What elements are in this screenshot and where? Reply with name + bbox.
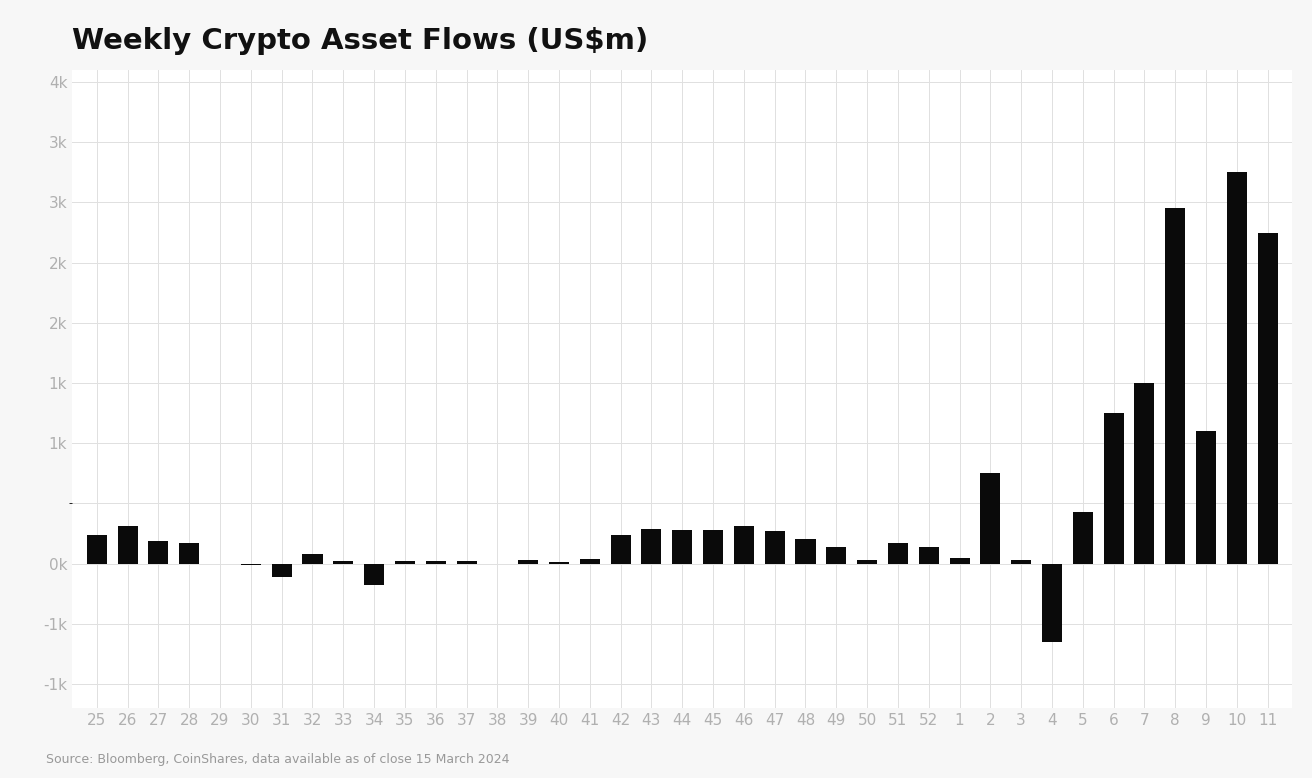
- Bar: [672, 530, 693, 563]
- Bar: [980, 473, 1000, 563]
- Bar: [1165, 209, 1185, 563]
- Bar: [118, 526, 138, 563]
- Bar: [1258, 233, 1278, 563]
- Bar: [918, 547, 939, 563]
- Bar: [642, 528, 661, 563]
- Bar: [333, 561, 353, 563]
- Bar: [1103, 413, 1123, 563]
- Bar: [365, 563, 384, 585]
- Bar: [303, 554, 323, 563]
- Bar: [241, 563, 261, 565]
- Bar: [272, 563, 291, 576]
- Bar: [1227, 173, 1246, 563]
- Bar: [518, 560, 538, 563]
- Text: Source: Bloomberg, CoinShares, data available as of close 15 March 2024: Source: Bloomberg, CoinShares, data avai…: [46, 753, 509, 766]
- Bar: [795, 539, 816, 563]
- Bar: [457, 561, 476, 563]
- Bar: [827, 547, 846, 563]
- Bar: [1042, 563, 1061, 642]
- Bar: [1197, 431, 1216, 563]
- Bar: [950, 558, 970, 563]
- Bar: [148, 541, 168, 563]
- Bar: [180, 543, 199, 563]
- Bar: [1012, 560, 1031, 563]
- Bar: [548, 562, 569, 563]
- Bar: [857, 560, 878, 563]
- Bar: [1073, 512, 1093, 563]
- Bar: [425, 560, 446, 563]
- Text: Weekly Crypto Asset Flows (US$m): Weekly Crypto Asset Flows (US$m): [72, 27, 648, 55]
- Bar: [395, 561, 415, 563]
- Bar: [1135, 383, 1155, 563]
- Bar: [610, 534, 631, 563]
- Bar: [703, 530, 723, 563]
- Bar: [888, 543, 908, 563]
- Bar: [733, 526, 754, 563]
- Bar: [580, 559, 600, 563]
- Bar: [87, 534, 106, 563]
- Bar: [765, 531, 785, 563]
